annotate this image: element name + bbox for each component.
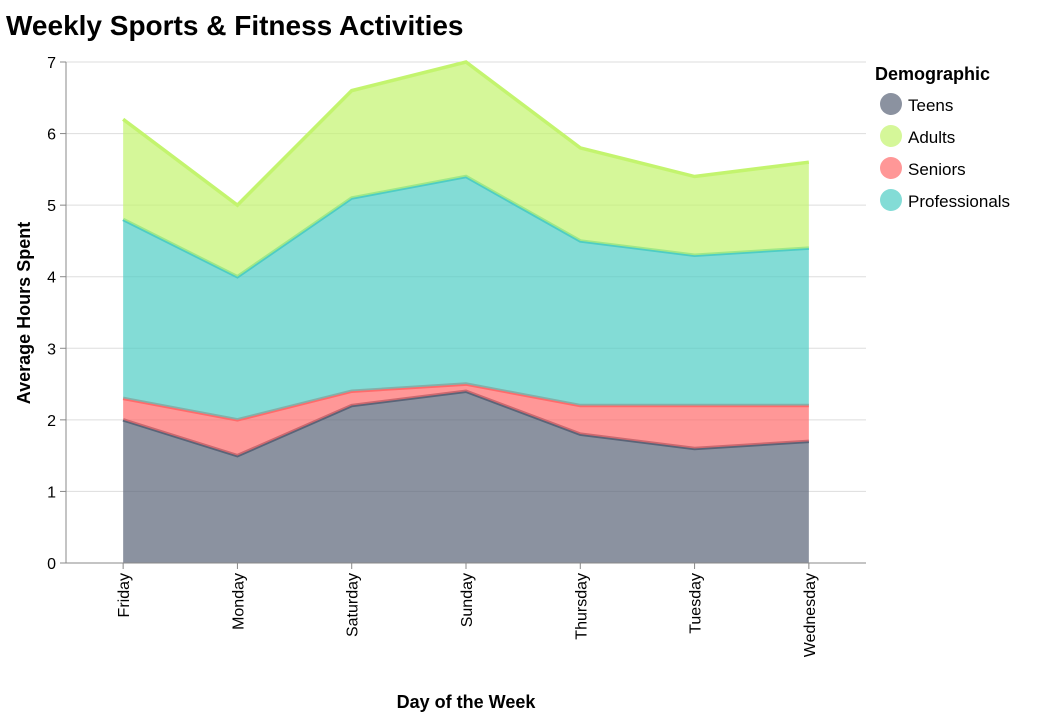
x-tick-label: Thursday (573, 573, 590, 640)
x-tick-label: Tuesday (688, 573, 705, 634)
axes: 0 1 2 3 4 5 6 7 Friday Monday Saturday Sunday Thursd… (47, 55, 866, 657)
legend-swatch-teens (880, 93, 902, 115)
y-tick-label: 6 (47, 127, 56, 144)
y-tick-label: 0 (47, 556, 56, 573)
line-teens (122, 389, 809, 458)
x-tick-label: Saturday (345, 573, 362, 637)
areas (122, 60, 810, 563)
line-adults (122, 60, 810, 208)
legend: Demographic Teens Adults Seniors Profession… (875, 64, 1010, 211)
area-professionals (123, 176, 809, 420)
x-tick-label: Sunday (459, 573, 476, 627)
legend-swatch-professionals (880, 189, 902, 211)
y-tick-label: 7 (47, 55, 56, 72)
legend-label-teens: Teens (908, 96, 953, 115)
area-seniors (123, 384, 809, 456)
y-tick-label: 1 (47, 484, 56, 501)
x-tick-label: Monday (230, 573, 247, 630)
x-tick-label: Wednesday (802, 573, 819, 657)
legend-swatch-seniors (880, 157, 902, 179)
x-tick-label: Friday (116, 573, 133, 617)
legend-title: Demographic (875, 64, 990, 84)
y-tick-label: 4 (47, 270, 56, 287)
area-adults (123, 62, 809, 277)
legend-label-seniors: Seniors (908, 160, 966, 179)
y-tick-label: 2 (47, 413, 56, 430)
legend-label-professionals: Professionals (908, 192, 1010, 211)
area-teens (123, 391, 809, 563)
y-tick-label: 3 (47, 341, 56, 358)
x-axis-title: Day of the Week (397, 692, 537, 712)
y-tick-label: 5 (47, 198, 56, 215)
chart-title: Weekly Sports & Fitness Activities (6, 10, 464, 41)
legend-label-adults: Adults (908, 128, 955, 147)
legend-swatch-adults (880, 125, 902, 147)
y-axis-title: Average Hours Spent (14, 222, 34, 404)
